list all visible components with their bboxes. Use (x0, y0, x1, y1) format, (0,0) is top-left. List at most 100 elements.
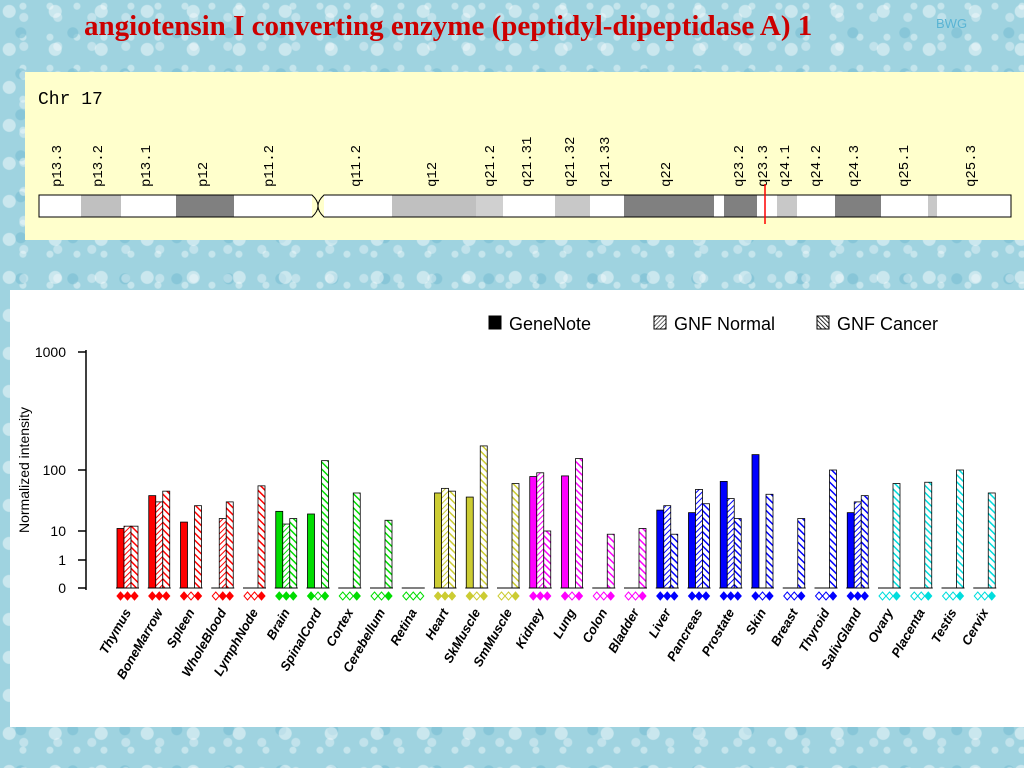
band-label: q21.31 (520, 137, 536, 187)
sample-marker (409, 591, 418, 601)
band-label: p12 (196, 162, 212, 187)
chromosome-band (476, 195, 503, 217)
sample-marker (511, 591, 520, 601)
bar-breast-gnf-cancer (797, 518, 806, 589)
sample-marker (663, 591, 672, 601)
x-tick-label: Bladder (605, 605, 643, 655)
bar-cervix-gnf-cancer (987, 492, 996, 589)
bar-smmuscle-gnf-cancer (511, 483, 520, 589)
bar-wholeblood-gnf-normal (218, 518, 227, 589)
chromosome-band (324, 195, 392, 217)
q-arm-outline (317, 194, 1012, 218)
chromosome-band (714, 195, 724, 217)
y-tick-label: 10 (50, 523, 66, 539)
band-label: q24.3 (847, 145, 863, 187)
band-label: q24.1 (778, 145, 794, 187)
band-label: p13.3 (50, 145, 66, 187)
sample-marker (275, 591, 284, 601)
sample-marker (218, 591, 227, 601)
sample-marker (123, 591, 132, 601)
bar-thyroid-gnf-cancer (829, 469, 837, 589)
sample-markers (116, 591, 996, 601)
bar-spinalcord-gnf-cancer (321, 460, 329, 589)
sample-marker (638, 591, 647, 601)
sample-marker (543, 591, 552, 601)
sample-marker (846, 591, 855, 601)
sample-marker (155, 591, 164, 601)
bar-testis-gnf-cancer (956, 469, 964, 589)
chromosome-band (777, 195, 797, 217)
chromosome-band (881, 195, 928, 217)
chromosome-band (555, 195, 590, 217)
bar-skmuscle-genenote (465, 496, 474, 589)
band-label: q24.2 (809, 145, 825, 187)
chromosome-band (234, 195, 312, 217)
x-axis-labels: ThymusBoneMarrowSpleenWholeBloodLymphNod… (96, 605, 992, 682)
sample-marker (313, 591, 323, 601)
y-tick-label: 1 (58, 552, 66, 568)
band-label: q21.2 (483, 145, 499, 187)
chromosome-band (121, 195, 176, 217)
bar-colon-gnf-cancer (606, 533, 615, 589)
sample-marker (225, 591, 234, 601)
bar-prostate-genenote (719, 481, 728, 589)
x-tick-label: Cervix (958, 605, 991, 648)
sample-marker (536, 591, 545, 601)
bar-brain-genenote (275, 510, 284, 589)
bar-skmuscle-gnf-cancer (479, 445, 488, 589)
chromosome-band (835, 195, 881, 217)
sample-marker (257, 591, 266, 601)
x-tick-label: Kidney (512, 605, 547, 651)
bar-spinalcord-genenote (307, 513, 315, 589)
bar-salivgland-gnf-normal (853, 501, 862, 589)
sample-marker (306, 591, 316, 601)
legend-entry: GNF Cancer (837, 314, 938, 334)
sample-marker (980, 591, 989, 601)
sample-marker (955, 591, 965, 601)
sample-marker (211, 591, 220, 601)
chromosome-band (624, 195, 714, 217)
sample-marker (814, 591, 824, 601)
chromosome-label: Chr 17 (38, 90, 103, 110)
sample-marker (751, 591, 760, 601)
sample-marker (289, 591, 298, 601)
bar-pancreas-genenote (688, 512, 696, 589)
sample-marker (694, 591, 704, 601)
x-tick-label: Colon (579, 606, 610, 645)
bar-heart-gnf-cancer (448, 490, 456, 589)
sample-marker (560, 591, 570, 601)
sample-marker (370, 591, 379, 601)
bar-thymus-gnf-cancer (130, 525, 139, 589)
sample-marker (783, 591, 792, 601)
bar-spleen-genenote (180, 521, 188, 589)
sample-marker (765, 591, 774, 601)
legend-entry: GeneNote (509, 314, 591, 334)
band-label: q25.1 (897, 145, 913, 187)
sample-marker (377, 591, 386, 601)
sample-marker (910, 591, 919, 601)
bar-skin-genenote (751, 454, 760, 589)
y-axis: 0 1 10 100 1000 (35, 344, 87, 596)
sample-marker (320, 591, 330, 601)
bar-thymus-gnf-normal (123, 525, 132, 589)
band-label: p11.2 (262, 145, 278, 187)
bar-heart-gnf-normal (441, 487, 449, 589)
sample-marker (797, 591, 806, 601)
sample-marker (733, 591, 742, 601)
bar-wholeblood-gnf-cancer (225, 501, 234, 589)
sample-marker (821, 591, 831, 601)
chromosome-band (797, 195, 835, 217)
bar-cerebellum-gnf-cancer (384, 519, 393, 589)
sample-marker (853, 591, 862, 601)
bar-liver-genenote (656, 509, 665, 589)
sample-marker (726, 591, 735, 601)
sample-marker (186, 591, 196, 601)
x-tick-label: Spleen (163, 606, 197, 650)
sample-marker (179, 591, 189, 601)
sample-marker (917, 591, 926, 601)
x-tick-label: Retina (387, 606, 420, 648)
bar-lymphnode-gnf-cancer (257, 485, 266, 589)
band-label: q11.2 (349, 145, 365, 187)
bar-heart-genenote (434, 492, 442, 589)
bar-salivgland-genenote (846, 512, 855, 589)
